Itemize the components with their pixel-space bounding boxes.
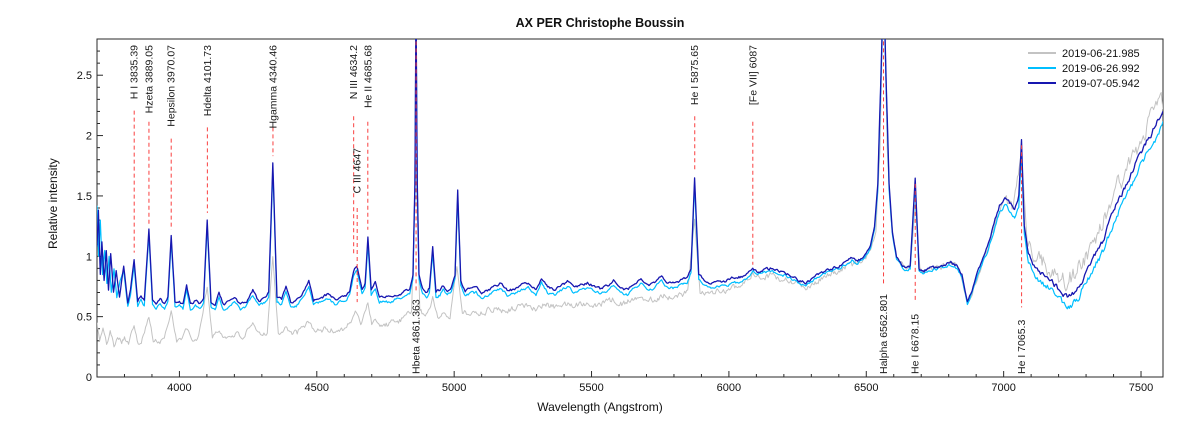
annotation-hdelta-4101.73: Hdelta 4101.73 — [202, 45, 214, 213]
x-tick-label: 7000 — [991, 382, 1015, 394]
annotation-label: Hepsilon 3970.07 — [166, 45, 178, 127]
legend-item-2019-06-26.992: 2019-06-26.992 — [1028, 63, 1140, 75]
x-tick-label: 4000 — [167, 382, 191, 394]
legend-label: 2019-06-21.985 — [1062, 48, 1140, 60]
annotation-hepsilon-3970.07: Hepsilon 3970.07 — [166, 45, 178, 230]
y-tick-label: 2.5 — [77, 70, 92, 82]
x-tick-label: 5000 — [442, 382, 466, 394]
x-tick-label: 5500 — [579, 382, 603, 394]
annotation-label: He I 7065.3 — [1016, 320, 1028, 374]
annotation-n-iii-4634.2: N III 4634.2 — [348, 45, 360, 257]
annotation-he-ii-4685.68: He II 4685.68 — [362, 45, 374, 230]
annotation-label: He I 6678.15 — [910, 314, 922, 374]
annotation-label: He I 5875.65 — [689, 45, 701, 105]
y-tick-label: 0.5 — [77, 312, 92, 324]
x-axis: 4000 4500 5000 5500 6000 6500 7000 7500 — [96, 371, 1153, 394]
annotation-he-i-5875.65: He I 5875.65 — [689, 45, 701, 170]
y-axis: 0 0.5 1 1.5 2 2.5 — [77, 50, 103, 384]
annotation-label: Halpha 6562.801 — [878, 294, 890, 374]
chart-title: AX PER Christophe Boussin — [516, 16, 685, 30]
annotation-label: H I 3835.39 — [129, 45, 141, 99]
annotation-label: Hgamma 4340.46 — [267, 45, 279, 129]
x-axis-title: Wavelength (Angstrom) — [537, 400, 663, 414]
annotation-label: C III 4647 — [352, 148, 364, 194]
annotation-hbeta-4861.363: Hbeta 4861.363 — [411, 41, 423, 374]
legend: 2019-06-21.985 2019-06-26.992 2019-07-05.9… — [1028, 48, 1140, 90]
x-tick-label: 6500 — [854, 382, 878, 394]
series-line-2019-07-05.942 — [97, 39, 1163, 307]
x-tick-label: 4500 — [305, 382, 329, 394]
annotation-h-i-3835.39: H I 3835.39 — [129, 45, 141, 253]
annotation-hgamma-4340.46: Hgamma 4340.46 — [267, 45, 279, 157]
x-tick-label: 7500 — [1129, 382, 1153, 394]
annotation-label: [Fe VII] 6087 — [747, 45, 759, 105]
annotation-halpha-6562.801: Halpha 6562.801 — [878, 41, 890, 374]
annotation-label: N III 4634.2 — [348, 45, 360, 99]
legend-item-2019-07-05.942: 2019-07-05.942 — [1028, 78, 1140, 90]
series-lines — [97, 39, 1163, 348]
annotation-label: Hdelta 4101.73 — [202, 45, 214, 116]
spectral-line-annotations: H I 3835.39 Hzeta 3889.05 Hepsilon 3970.07… — [129, 41, 1028, 374]
legend-item-2019-06-21.985: 2019-06-21.985 — [1028, 48, 1140, 60]
y-tick-label: 1 — [86, 251, 92, 263]
annotation-hzeta-3889.05: Hzeta 3889.05 — [143, 45, 155, 224]
legend-label: 2019-06-26.992 — [1062, 63, 1140, 75]
annotation-he-i-7065.3: He I 7065.3 — [1016, 145, 1028, 374]
annotation-label: He II 4685.68 — [362, 45, 374, 108]
y-axis-title: Relative intensity — [46, 158, 60, 249]
y-tick-label: 0 — [86, 372, 92, 384]
y-tick-label: 2 — [86, 131, 92, 143]
series-line-2019-06-21.985 — [97, 39, 1163, 348]
series-line-2019-06-26.992 — [97, 39, 1163, 311]
legend-label: 2019-07-05.942 — [1062, 78, 1140, 90]
annotation-label: Hbeta 4861.363 — [411, 299, 423, 374]
annotation-c-iii-4647: C III 4647 — [352, 148, 364, 303]
annotation-fe-vii-6087: [Fe VII] 6087 — [747, 45, 759, 265]
annotation-label: Hzeta 3889.05 — [143, 45, 155, 113]
x-tick-label: 6000 — [717, 382, 741, 394]
annotation-he-i-6678.15: He I 6678.15 — [910, 183, 922, 374]
y-tick-label: 1.5 — [77, 191, 92, 203]
